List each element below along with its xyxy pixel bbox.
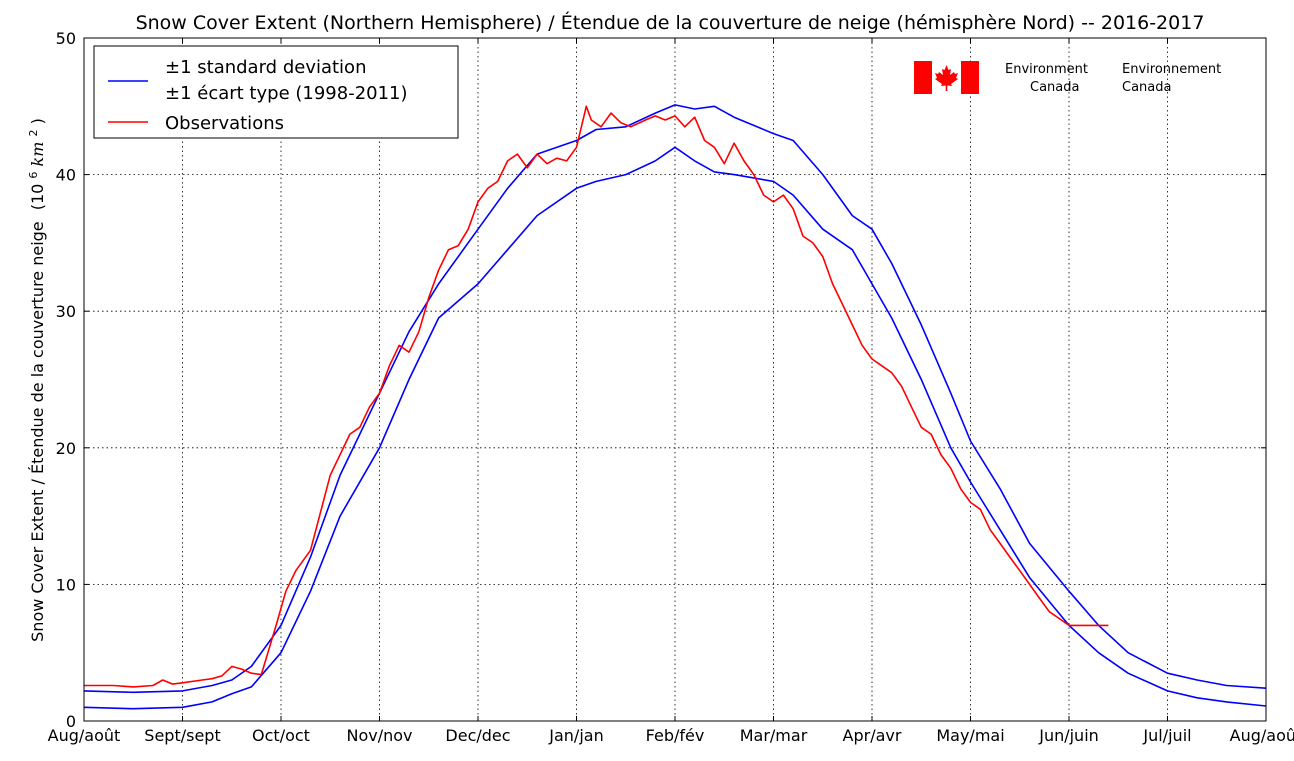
y-tick-label: 10 [56, 575, 76, 594]
y-axis-unit-close: ) [28, 118, 47, 124]
x-tick-label: Nov/nov [346, 726, 412, 745]
x-tick-label: May/mai [936, 726, 1004, 745]
logo-en-line2: Canada [1030, 80, 1079, 95]
y-axis-label: Snow Cover Extent / Étendue de la couver… [28, 221, 47, 642]
logo-fr-line1: Environnement [1122, 62, 1221, 77]
x-tick-label: Feb/fév [646, 726, 705, 745]
series-group [83, 104, 1267, 710]
chart-title: Snow Cover Extent (Northern Hemisphere) … [136, 11, 1205, 34]
y-axis-unit-sq: 2 [27, 129, 40, 136]
y-axis-label-group: Snow Cover Extent / Étendue de la couver… [22, 118, 47, 642]
y-axis-unit-exp: 6 [27, 172, 40, 179]
x-tick-label: Sept/sept [144, 726, 220, 745]
grid [84, 38, 1266, 721]
x-tick-label: Aug/août [48, 726, 121, 745]
y-axis-unit-km: km [28, 142, 47, 167]
x-tick-label: Jul/juil [1142, 726, 1191, 745]
x-tick-label: Apr/avr [843, 726, 902, 745]
x-tick-labels: Aug/août Sept/sept Oct/oct Nov/nov Dec/dec Ja… [48, 726, 1294, 745]
legend-obs-label: Observations [165, 113, 284, 134]
y-tick-label: 50 [56, 29, 76, 48]
y-axis-unit-open: (10 [28, 184, 47, 211]
y-tick-labels: 0 10 20 30 40 50 [56, 29, 76, 731]
x-tick-label: Oct/oct [252, 726, 310, 745]
ticks [83, 37, 1267, 722]
legend: ±1 standard deviation ±1 écart type (199… [93, 45, 459, 139]
logo-fr-line2: Canada [1122, 80, 1171, 95]
series-line-lower [83, 146, 1267, 710]
x-tick-label: Jan/jan [548, 726, 603, 745]
x-tick-label: Mar/mar [740, 726, 808, 745]
legend-std-label-1: ±1 standard deviation [165, 57, 366, 78]
environment-canada-logo: Environment Canada Environnement Canada [914, 61, 1221, 95]
x-tick-label: Jun/juin [1038, 726, 1099, 745]
x-tick-label: Aug/août [1230, 726, 1294, 745]
y-tick-label: 40 [56, 166, 76, 185]
series-line-upper [83, 104, 1267, 694]
series-line-obs [84, 105, 1109, 688]
svg-text:Snow Cover Extent / Étendue de: Snow Cover Extent / Étendue de la couver… [22, 118, 47, 642]
legend-box [93, 45, 459, 139]
legend-std-label-2: ±1 écart type (1998-2011) [165, 83, 408, 104]
y-tick-label: 30 [56, 302, 76, 321]
x-tick-label: Dec/dec [445, 726, 510, 745]
y-tick-label: 0 [66, 712, 76, 731]
maple-leaf-icon [935, 65, 958, 91]
canada-flag-icon [914, 61, 979, 94]
logo-en-line1: Environment [1005, 62, 1088, 77]
y-tick-label: 20 [56, 439, 76, 458]
